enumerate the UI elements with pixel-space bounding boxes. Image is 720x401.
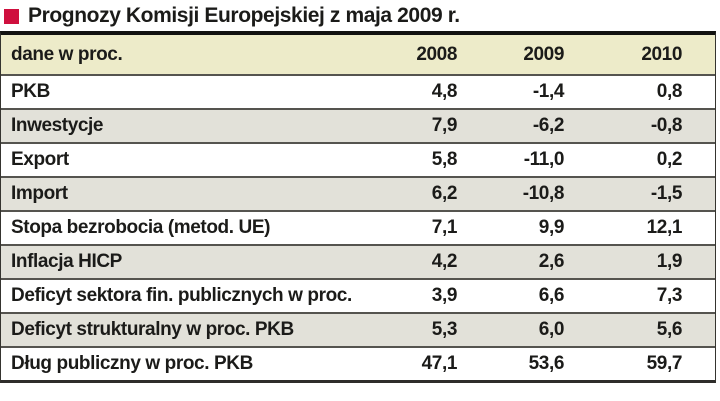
row-value-2008: 5,3 xyxy=(357,312,461,347)
row-value-2008: 7,1 xyxy=(357,210,461,245)
row-value-2010: 7,3 xyxy=(567,278,715,313)
row-value-2009: -11,0 xyxy=(461,142,567,177)
row-value-2009: -1,4 xyxy=(461,74,567,109)
table-row: Export 5,8 -11,0 0,2 xyxy=(1,142,715,177)
row-label: Deficyt strukturalny w proc. PKB xyxy=(1,312,357,347)
red-square-bullet-icon xyxy=(4,9,19,24)
row-value-2009: -6,2 xyxy=(461,108,567,143)
row-value-2009: -10,8 xyxy=(461,176,567,211)
table-row: Inwestycje 7,9 -6,2 -0,8 xyxy=(1,108,715,143)
table-row: PKB 4,8 -1,4 0,8 xyxy=(1,74,715,109)
row-value-2010: 59,7 xyxy=(567,346,715,380)
row-value-2010: -1,5 xyxy=(567,176,715,211)
row-value-2009: 6,0 xyxy=(461,312,567,347)
header-year-2009: 2009 xyxy=(461,35,567,75)
table-row: Import 6,2 -10,8 -1,5 xyxy=(1,176,715,211)
row-value-2010: 0,8 xyxy=(567,74,715,109)
row-value-2010: -0,8 xyxy=(567,108,715,143)
row-value-2009: 9,9 xyxy=(461,210,567,245)
row-label: Inwestycje xyxy=(1,108,357,143)
row-label: Stopa bezrobocia (metod. UE) xyxy=(1,210,357,245)
row-value-2009: 2,6 xyxy=(461,244,567,279)
header-year-2008: 2008 xyxy=(357,35,461,75)
header-label: dane w proc. xyxy=(1,35,357,75)
row-value-2008: 47,1 xyxy=(357,346,461,380)
row-label: PKB xyxy=(1,74,357,109)
row-value-2010: 12,1 xyxy=(567,210,715,245)
table-row: Dług publiczny w proc. PKB 47,1 53,6 59,… xyxy=(1,346,715,380)
table-row: Deficyt strukturalny w proc. PKB 5,3 6,0… xyxy=(1,312,715,347)
table-row: Stopa bezrobocia (metod. UE) 7,1 9,9 12,… xyxy=(1,210,715,245)
row-value-2008: 6,2 xyxy=(357,176,461,211)
forecast-data-table: dane w proc. 2008 2009 2010 PKB 4,8 -1,4… xyxy=(1,35,715,380)
table-row: Inflacja HICP 4,2 2,6 1,9 xyxy=(1,244,715,279)
title-bar: Prognozy Komisji Europejskiej z maja 200… xyxy=(0,0,720,31)
row-value-2008: 5,8 xyxy=(357,142,461,177)
row-value-2009: 6,6 xyxy=(461,278,567,313)
row-value-2009: 53,6 xyxy=(461,346,567,380)
row-label: Deficyt sektora fin. publicznych w proc.… xyxy=(1,278,357,313)
header-row: dane w proc. 2008 2009 2010 xyxy=(1,35,715,75)
row-label: Import xyxy=(1,176,357,211)
row-value-2010: 1,9 xyxy=(567,244,715,279)
row-value-2008: 3,9 xyxy=(357,278,461,313)
row-value-2008: 7,9 xyxy=(357,108,461,143)
row-label: Export xyxy=(1,142,357,177)
row-value-2010: 0,2 xyxy=(567,142,715,177)
page-title: Prognozy Komisji Europejskiej z maja 200… xyxy=(28,4,460,27)
row-value-2008: 4,2 xyxy=(357,244,461,279)
row-value-2008: 4,8 xyxy=(357,74,461,109)
table-row: Deficyt sektora fin. publicznych w proc.… xyxy=(1,278,715,313)
forecast-table: dane w proc. 2008 2009 2010 PKB 4,8 -1,4… xyxy=(0,31,716,383)
row-label: Dług publiczny w proc. PKB xyxy=(1,346,357,380)
header-year-2010: 2010 xyxy=(567,35,715,75)
row-label: Inflacja HICP xyxy=(1,244,357,279)
row-value-2010: 5,6 xyxy=(567,312,715,347)
